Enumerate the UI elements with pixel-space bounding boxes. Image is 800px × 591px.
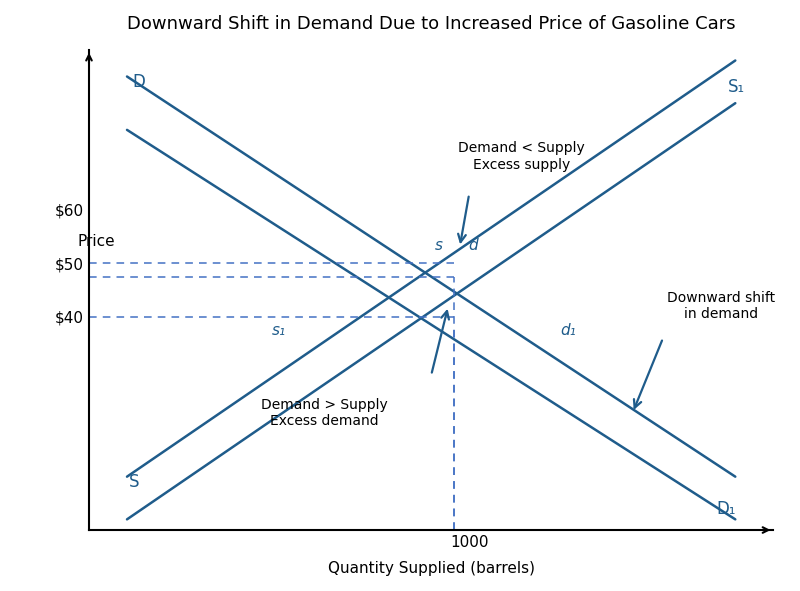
Text: D₁: D₁	[716, 499, 736, 518]
Text: S: S	[129, 473, 139, 491]
Text: s₁: s₁	[272, 323, 286, 338]
Text: d: d	[468, 238, 478, 252]
Text: Demand < Supply
Excess supply: Demand < Supply Excess supply	[458, 141, 585, 171]
Text: s: s	[434, 238, 442, 252]
Text: Demand > Supply
Excess demand: Demand > Supply Excess demand	[262, 398, 388, 428]
Text: Price: Price	[78, 235, 115, 249]
Text: D: D	[133, 73, 146, 91]
X-axis label: Quantity Supplied (barrels): Quantity Supplied (barrels)	[328, 561, 534, 576]
Text: S₁: S₁	[728, 78, 745, 96]
Text: d₁: d₁	[560, 323, 576, 338]
Text: Downward shift
in demand: Downward shift in demand	[667, 291, 775, 321]
Title: Downward Shift in Demand Due to Increased Price of Gasoline Cars: Downward Shift in Demand Due to Increase…	[127, 15, 735, 33]
